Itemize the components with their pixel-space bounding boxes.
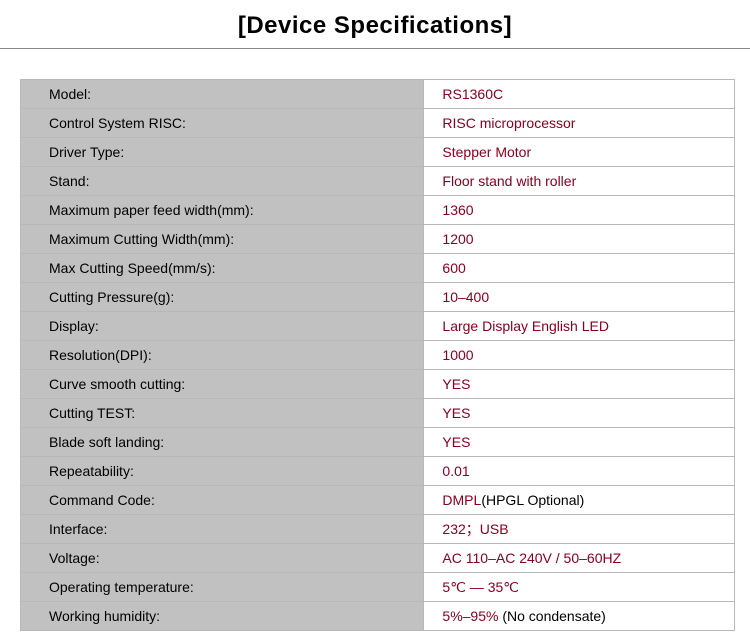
spec-value-text: RS1360C: [442, 86, 503, 102]
spec-value-extra: (HPGL Optional): [481, 492, 584, 508]
spec-value-text: Large Display English LED: [442, 318, 609, 334]
spec-label: Operating temperature:: [21, 573, 424, 602]
spec-value-text: RISC microprocessor: [442, 115, 575, 131]
spec-value-text: 1200: [442, 231, 473, 247]
spec-value: AC 110–AC 240V / 50–60HZ: [424, 544, 735, 573]
spec-table: Model: RS1360C Control System RISC: RISC mi…: [20, 79, 735, 631]
spec-value: YES: [424, 399, 735, 428]
spec-value: RISC microprocessor: [424, 109, 735, 138]
spec-value-text: 232；USB: [442, 521, 508, 537]
spec-value-text: 600: [442, 260, 465, 276]
spec-value: RS1360C: [424, 80, 735, 109]
spec-label: Resolution(DPI):: [21, 341, 424, 370]
table-row: Max Cutting Speed(mm/s): 600: [21, 254, 735, 283]
spec-label: Display:: [21, 312, 424, 341]
table-row: Interface: 232；USB: [21, 515, 735, 544]
spec-value-text: 5%–95%: [442, 608, 502, 624]
table-row: Control System RISC: RISC microprocessor: [21, 109, 735, 138]
spec-label: Working humidity:: [21, 602, 424, 631]
spec-value: Large Display English LED: [424, 312, 735, 341]
spec-label: Command Code:: [21, 486, 424, 515]
spec-value-text: Stepper Motor: [442, 144, 531, 160]
spec-label: Driver Type:: [21, 138, 424, 167]
spec-label: Control System RISC:: [21, 109, 424, 138]
spec-value: YES: [424, 428, 735, 457]
page-title: [Device Specifications]: [0, 0, 750, 48]
spec-value: 0.01: [424, 457, 735, 486]
table-row: Stand: Floor stand with roller: [21, 167, 735, 196]
table-row: Working humidity:5%–95% (No condensate): [21, 602, 735, 631]
spec-label: Maximum Cutting Width(mm):: [21, 225, 424, 254]
spec-label: Cutting Pressure(g):: [21, 283, 424, 312]
table-row: Voltage: AC 110–AC 240V / 50–60HZ: [21, 544, 735, 573]
spec-value-text: YES: [442, 405, 470, 421]
spec-value: 600: [424, 254, 735, 283]
spec-value: 1200: [424, 225, 735, 254]
spec-label: Voltage:: [21, 544, 424, 573]
spec-value-text: DMPL: [442, 492, 481, 508]
spec-value: 5%–95% (No condensate): [424, 602, 735, 631]
spec-label: Interface:: [21, 515, 424, 544]
spec-value: 1000: [424, 341, 735, 370]
spec-value: 1360: [424, 196, 735, 225]
spec-value-text: YES: [442, 376, 470, 392]
spec-value: Stepper Motor: [424, 138, 735, 167]
table-row: Blade soft landing: YES: [21, 428, 735, 457]
spec-label: Max Cutting Speed(mm/s):: [21, 254, 424, 283]
table-row: Curve smooth cutting: YES: [21, 370, 735, 399]
spec-value-text: 5℃ — 35℃: [442, 579, 519, 595]
spec-label: Repeatability:: [21, 457, 424, 486]
table-row: Display: Large Display English LED: [21, 312, 735, 341]
spec-label: Maximum paper feed width(mm):: [21, 196, 424, 225]
table-row: Cutting TEST: YES: [21, 399, 735, 428]
spec-value-text: 1360: [442, 202, 473, 218]
spec-label: Curve smooth cutting:: [21, 370, 424, 399]
spec-value-text: Floor stand with roller: [442, 173, 576, 189]
spec-value-text: 10–400: [442, 289, 489, 305]
spec-value: YES: [424, 370, 735, 399]
divider-line: [0, 48, 750, 49]
table-row: Repeatability: 0.01: [21, 457, 735, 486]
spec-label: Blade soft landing:: [21, 428, 424, 457]
spec-label: Stand:: [21, 167, 424, 196]
table-row: Resolution(DPI): 1000: [21, 341, 735, 370]
spec-label: Cutting TEST:: [21, 399, 424, 428]
spec-value-extra: (No condensate): [502, 608, 606, 624]
spec-label: Model:: [21, 80, 424, 109]
spec-value: DMPL(HPGL Optional): [424, 486, 735, 515]
spec-value-text: 0.01: [442, 463, 469, 479]
table-row: Maximum paper feed width(mm): 1360: [21, 196, 735, 225]
spec-table-body: Model: RS1360C Control System RISC: RISC mi…: [21, 80, 735, 631]
spec-value: 10–400: [424, 283, 735, 312]
table-row: Maximum Cutting Width(mm): 1200: [21, 225, 735, 254]
table-row: Model: RS1360C: [21, 80, 735, 109]
spec-value: 232；USB: [424, 515, 735, 544]
table-row: Operating temperature: 5℃ — 35℃: [21, 573, 735, 602]
spec-value-text: YES: [442, 434, 470, 450]
table-row: Cutting Pressure(g): 10–400: [21, 283, 735, 312]
spec-value: 5℃ — 35℃: [424, 573, 735, 602]
spec-value-text: AC 110–AC 240V / 50–60HZ: [442, 550, 621, 566]
table-row: Command Code:DMPL(HPGL Optional): [21, 486, 735, 515]
table-row: Driver Type: Stepper Motor: [21, 138, 735, 167]
spec-value-text: 1000: [442, 347, 473, 363]
spec-value: Floor stand with roller: [424, 167, 735, 196]
